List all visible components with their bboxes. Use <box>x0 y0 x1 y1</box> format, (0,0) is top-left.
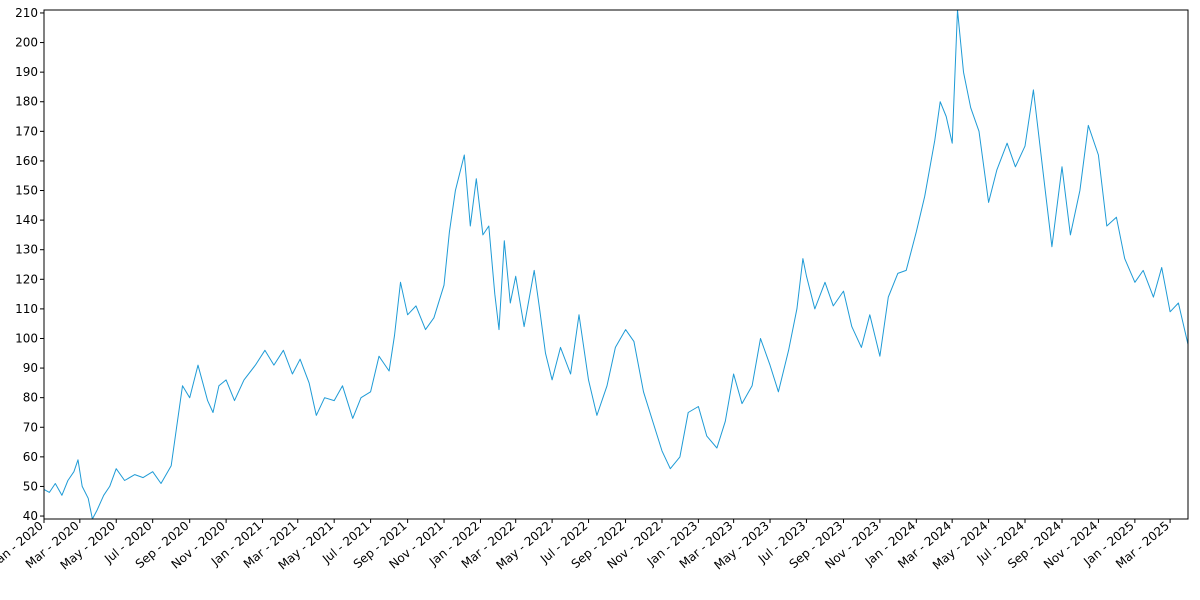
y-tick-label: 190 <box>15 65 38 79</box>
y-tick-label: 120 <box>15 272 38 286</box>
plot-area <box>43 9 1189 520</box>
y-tick-label: 210 <box>15 6 38 20</box>
y-tick-label: 110 <box>15 302 38 316</box>
y-tick-label: 100 <box>15 331 38 345</box>
y-tick-label: 200 <box>15 36 38 50</box>
plot-frame <box>43 9 1189 520</box>
y-tick-label: 150 <box>15 184 38 198</box>
y-tick-label: 130 <box>15 243 38 257</box>
plot-background <box>44 10 1188 519</box>
y-axis: 40 50 60 70 80 90 100 110 120 130 140 150 160 170 180 1… <box>15 6 44 523</box>
y-tick-label: 70 <box>23 420 38 434</box>
y-tick-label: 90 <box>23 361 38 375</box>
y-tick-label: 40 <box>23 509 38 523</box>
series-line <box>43 9 1189 520</box>
y-tick-label: 170 <box>15 124 38 138</box>
y-tick-label: 80 <box>23 391 38 405</box>
y-tick-label: 180 <box>15 95 38 109</box>
y-tick-label: 140 <box>15 213 38 227</box>
y-tick-label: 50 <box>23 479 38 493</box>
y-tick-label: 60 <box>23 450 38 464</box>
y-tick-label: 160 <box>15 154 38 168</box>
